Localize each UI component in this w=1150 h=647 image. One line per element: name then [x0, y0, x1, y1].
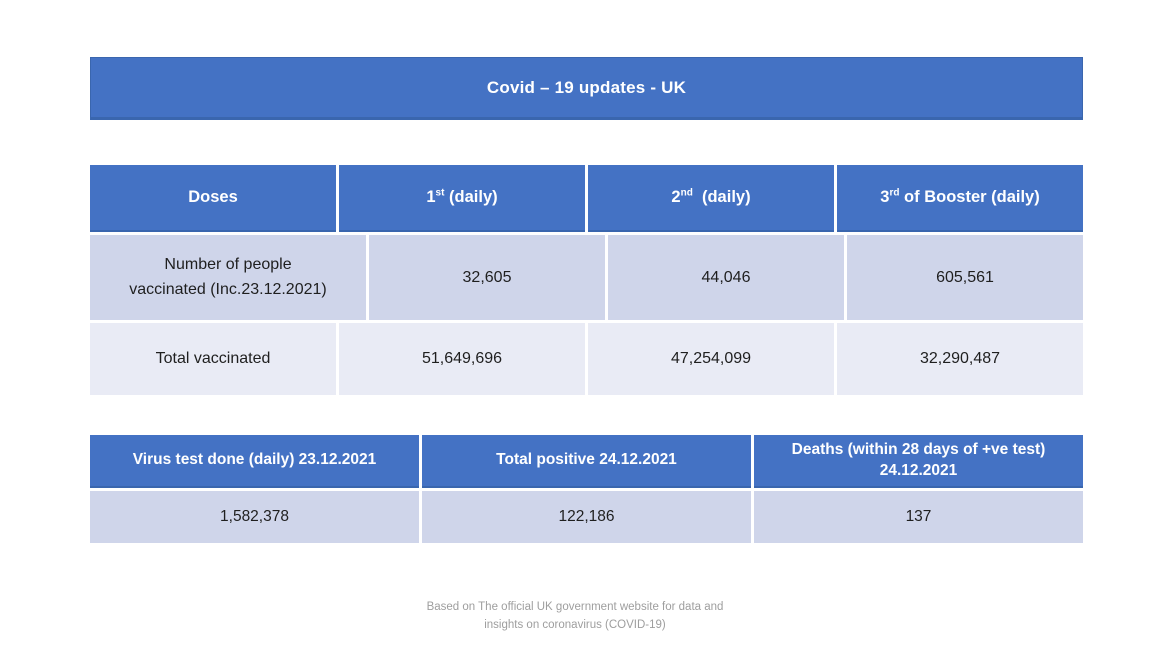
header-text-suffix: (daily) — [444, 188, 498, 206]
value-second-dose-total: 47,254,099 — [588, 323, 834, 395]
slide-title: Covid – 19 updates - UK — [486, 77, 687, 97]
value-first-dose-daily: 32,605 — [369, 235, 605, 320]
column-header-deaths: Deaths (within 28 days of +ve test) 24.1… — [754, 435, 1083, 488]
column-header-first-dose: 1st (daily) — [339, 165, 585, 232]
vaccination-table-header-row: Doses 1st (daily) 2nd (daily) 3rd of Boo… — [90, 165, 1083, 232]
header-superscript: st — [435, 187, 445, 199]
value-total-positive: 122,186 — [422, 491, 751, 543]
header-text-suffix: of Booster (daily) — [899, 188, 1040, 206]
title-banner: Covid – 19 updates - UK — [90, 57, 1083, 120]
column-header-doses: Doses — [90, 165, 336, 232]
table-row-daily-vaccinated: Number of people vaccinated (Inc.23.12.2… — [90, 235, 1083, 320]
column-header-positives: Total positive 24.12.2021 — [422, 435, 751, 488]
column-header-booster-dose: 3rd of Booster (daily) — [837, 165, 1083, 232]
header-superscript: nd — [680, 187, 693, 199]
row-label: Number of people vaccinated (Inc.23.12.2… — [90, 235, 366, 320]
row-label: Total vaccinated — [90, 323, 336, 395]
value-first-dose-total: 51,649,696 — [339, 323, 585, 395]
daily-stats-table: Virus test done (daily) 23.12.2021 Total… — [90, 435, 1083, 543]
header-text: 2 — [671, 188, 681, 206]
header-text: Doses — [188, 188, 238, 206]
value-second-dose-daily: 44,046 — [608, 235, 844, 320]
header-text: 3 — [880, 188, 890, 206]
table-row-daily-stats: 1,582,378 122,186 137 — [90, 491, 1083, 543]
header-text-suffix: (daily) — [692, 188, 751, 206]
vaccination-table: Doses 1st (daily) 2nd (daily) 3rd of Boo… — [90, 165, 1083, 395]
value-booster-daily: 605,561 — [847, 235, 1083, 320]
column-header-second-dose: 2nd (daily) — [588, 165, 834, 232]
header-superscript: rd — [889, 187, 900, 199]
header-text: 1 — [426, 188, 436, 206]
value-tests-done: 1,582,378 — [90, 491, 419, 543]
source-note: Based on The official UK government webs… — [426, 601, 724, 631]
column-header-tests: Virus test done (daily) 23.12.2021 — [90, 435, 419, 488]
table-row-total-vaccinated: Total vaccinated 51,649,696 47,254,099 3… — [90, 323, 1083, 395]
value-booster-total: 32,290,487 — [837, 323, 1083, 395]
stats-table-header-row: Virus test done (daily) 23.12.2021 Total… — [90, 435, 1083, 488]
value-deaths: 137 — [754, 491, 1083, 543]
